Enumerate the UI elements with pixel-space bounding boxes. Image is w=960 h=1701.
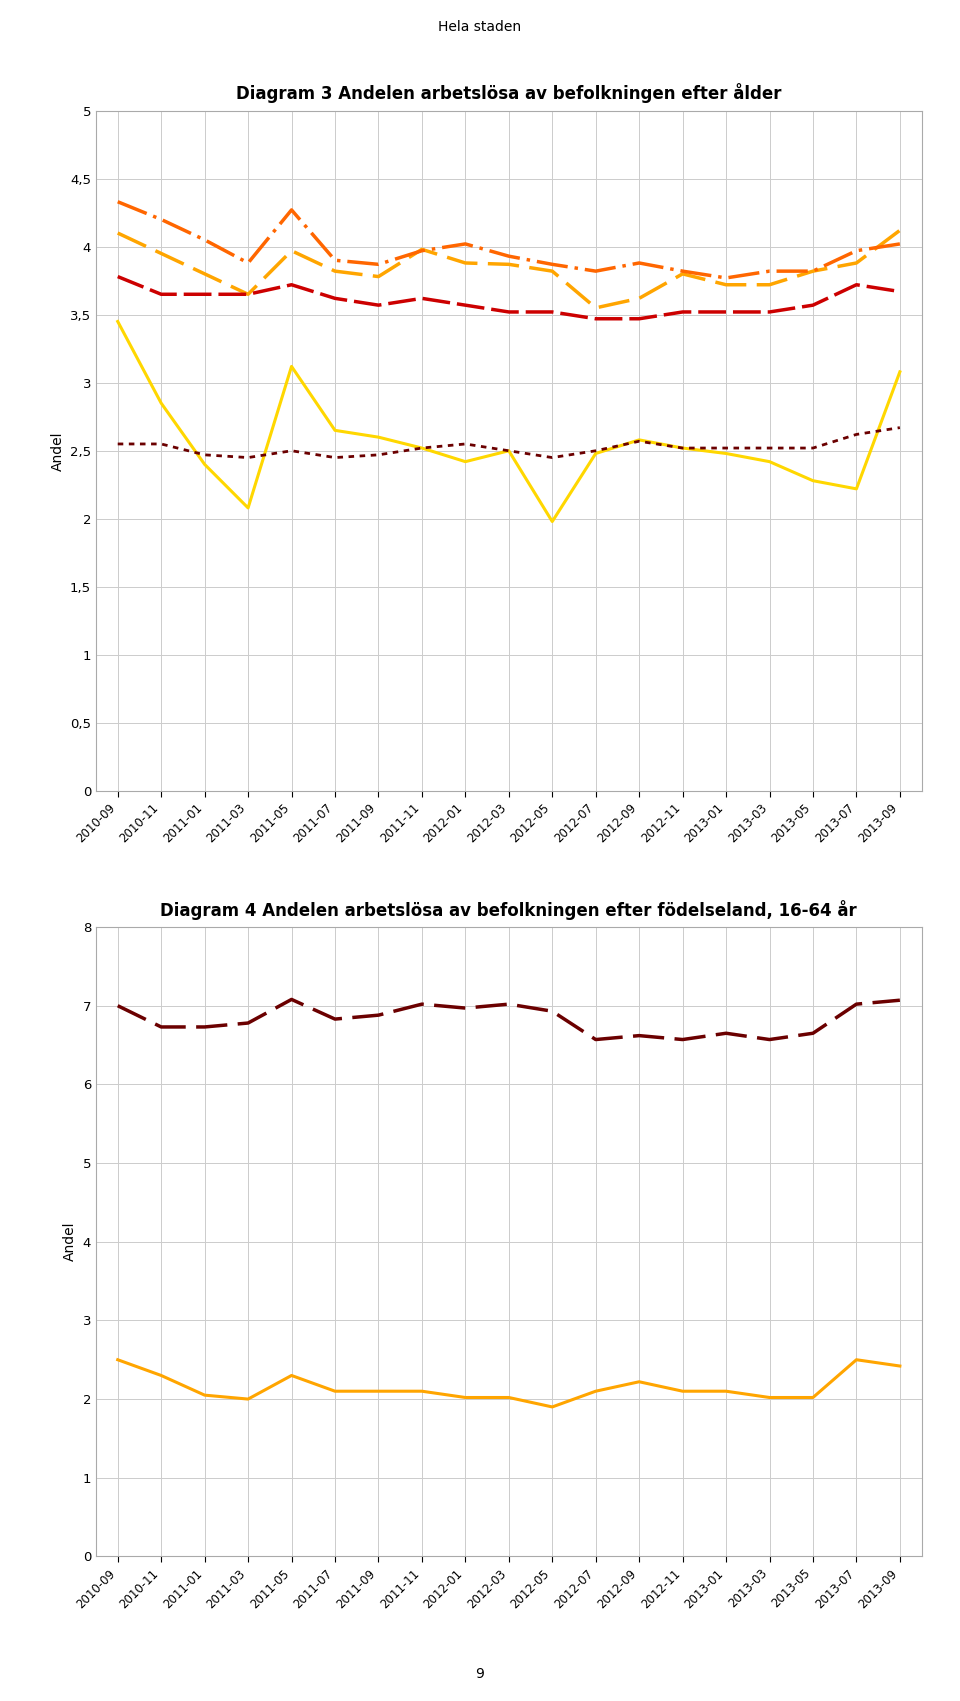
Legend: 16-24 år, 25-34 år, 35-44 år, 45-54 år, 55-64 år: 16-24 år, 25-34 år, 35-44 år, 45-54 år, …	[212, 966, 805, 988]
Y-axis label: Andel: Andel	[51, 430, 64, 471]
Title: Diagram 4 Andelen arbetslösa av befolkningen efter födelseland, 16-64 år: Diagram 4 Andelen arbetslösa av befolkni…	[160, 900, 857, 920]
Text: 9: 9	[475, 1667, 485, 1681]
Text: Hela staden: Hela staden	[439, 20, 521, 34]
Y-axis label: Andel: Andel	[63, 1221, 77, 1262]
Title: Diagram 3 Andelen arbetslösa av befolkningen efter ålder: Diagram 3 Andelen arbetslösa av befolkni…	[236, 83, 781, 104]
